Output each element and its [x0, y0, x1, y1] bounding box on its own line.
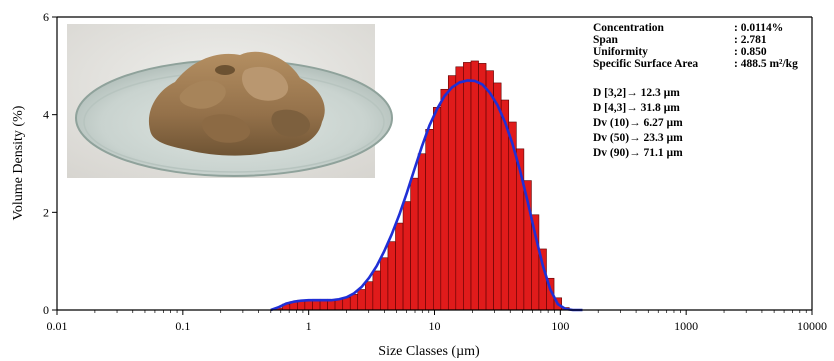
- stat-label: Uniformity: [593, 46, 648, 58]
- stat-value: : 0.0114%: [734, 22, 783, 34]
- x-tick-label: 100: [551, 319, 569, 333]
- y-tick-label: 4: [43, 108, 49, 122]
- histogram-bar: [372, 270, 381, 311]
- powder-chunk: [241, 66, 289, 101]
- y-tick-label: 2: [43, 205, 49, 219]
- histogram-bar: [463, 62, 472, 311]
- histogram-bar: [433, 107, 442, 311]
- powder-crater: [215, 65, 235, 75]
- histogram-bar: [349, 294, 359, 311]
- stat-label: Span: [593, 34, 619, 46]
- histogram-bar: [440, 88, 449, 311]
- density-curve-line: [270, 79, 583, 312]
- powder-chunk: [179, 80, 226, 109]
- histogram-bars: [275, 60, 570, 311]
- histogram-bar: [410, 177, 419, 311]
- histogram-bar: [402, 201, 411, 311]
- histogram-bar: [387, 241, 396, 311]
- x-tick-label: 0.01: [47, 319, 68, 333]
- histogram-bar: [447, 75, 457, 311]
- diameter-stat: D [4,3]→ 31.8 µm: [593, 102, 680, 114]
- density-curve: [270, 79, 583, 312]
- y-tick-label: 0: [43, 303, 49, 317]
- histogram-bar: [455, 66, 464, 311]
- diameter-stat: Dv (50)→ 23.3 µm: [593, 132, 683, 144]
- histogram-bar: [380, 257, 389, 311]
- histogram-bar: [478, 63, 487, 311]
- y-axis-title: Volume Density (%): [11, 105, 26, 220]
- stat-value: : 0.850: [734, 46, 767, 58]
- histogram-bar: [395, 222, 404, 311]
- histogram-bar: [485, 70, 494, 311]
- x-tick-label: 1000: [674, 319, 698, 333]
- powder-chunk: [271, 109, 311, 137]
- stat-label: Concentration: [593, 22, 665, 34]
- axis-ticks: 0.01 0.1 1 10 100 1000 10000 0 2 4 6: [43, 10, 827, 333]
- diameter-stat: Dv (90)→ 71.1 µm: [593, 147, 683, 159]
- stat-value: : 2.781: [734, 34, 767, 46]
- histogram-bar: [493, 82, 502, 311]
- sample-photo: [67, 24, 393, 178]
- statistics-block: Concentration : 0.0114% Span : 2.781 Uniform…: [593, 22, 798, 159]
- histogram-bar: [425, 129, 434, 311]
- histogram-bar: [364, 281, 374, 311]
- y-tick-label: 6: [43, 10, 49, 24]
- stat-label: Specific Surface Area: [593, 58, 698, 70]
- x-tick-label: 10: [429, 319, 441, 333]
- powder-chunk: [201, 114, 251, 143]
- diameter-stat: D [3,2]→ 12.3 µm: [593, 87, 680, 99]
- histogram-bar: [470, 60, 479, 311]
- histogram-bar: [417, 153, 426, 311]
- x-tick-label: 0.1: [175, 319, 190, 333]
- diameter-stat: Dv (10)→ 6.27 µm: [593, 117, 683, 129]
- histogram-bar: [357, 289, 366, 311]
- stat-value: : 488.5 m²/kg: [734, 58, 798, 70]
- x-axis-title: Size Classes (µm): [378, 344, 480, 359]
- x-tick-label: 1: [306, 319, 312, 333]
- x-tick-label: 10000: [797, 319, 827, 333]
